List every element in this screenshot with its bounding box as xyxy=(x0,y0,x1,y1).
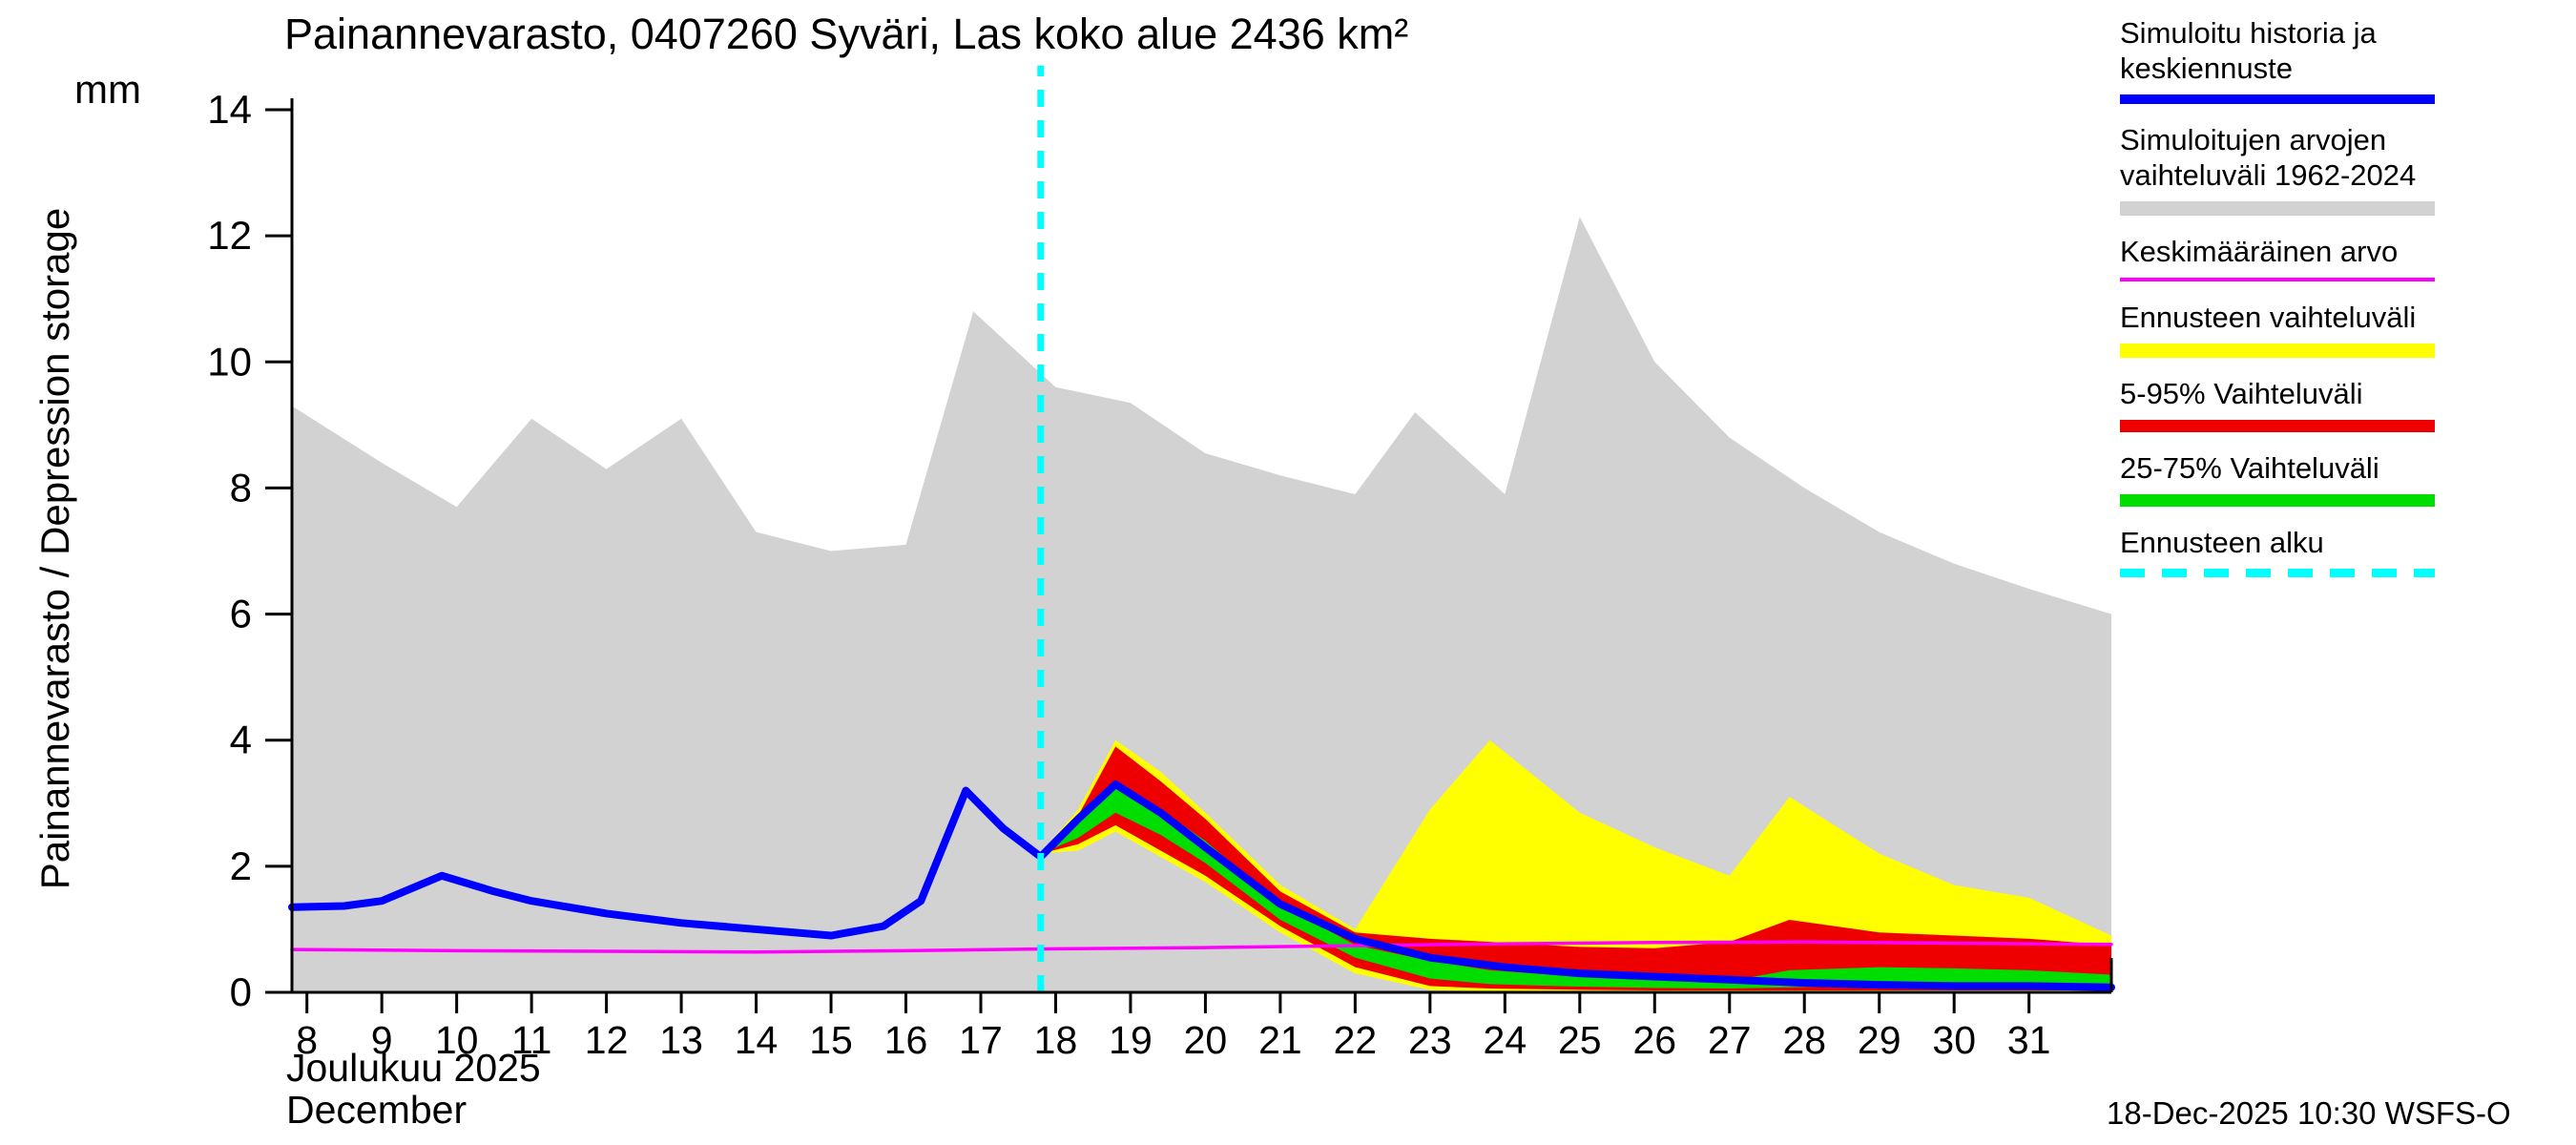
x-tick-label: 20 xyxy=(1184,1018,1228,1062)
legend-swatch-p5-95 xyxy=(2120,420,2435,432)
x-tick-label: 19 xyxy=(1109,1018,1153,1062)
x-tick-label: 28 xyxy=(1782,1018,1826,1062)
y-tick-label: 8 xyxy=(230,465,252,510)
y-tick-label: 14 xyxy=(207,87,252,132)
x-tick-label: 29 xyxy=(1858,1018,1901,1062)
legend-swatch-average xyxy=(2120,278,2435,281)
legend-swatch-p25-75 xyxy=(2120,494,2435,507)
y-tick-label: 2 xyxy=(230,843,252,888)
legend-item-history-mean: Simuloitu historia ja keskiennuste xyxy=(2120,15,2540,104)
legend-label: Ennusteen vaihteluväli xyxy=(2120,301,2417,334)
timestamp-label: 18-Dec-2025 10:30 WSFS-O xyxy=(2107,1095,2511,1131)
y-tick-label: 4 xyxy=(230,718,252,762)
legend-item-average: Keskimääräinen arvo xyxy=(2120,234,2540,281)
legend-item-forecast-start: Ennusteen alku xyxy=(2120,525,2540,577)
legend-label: 25-75% Vaihteluväli xyxy=(2120,451,2379,485)
x-tick-label: 25 xyxy=(1558,1018,1602,1062)
legend-item-p5-95: 5-95% Vaihteluväli xyxy=(2120,376,2540,432)
legend-label: Simuloitu historia ja xyxy=(2120,16,2377,50)
x-tick-label: 17 xyxy=(959,1018,1003,1062)
x-tick-label: 8 xyxy=(296,1018,318,1062)
y-tick-label: 6 xyxy=(230,592,252,636)
x-tick-label: 27 xyxy=(1708,1018,1752,1062)
legend-item-forecast-range: Ennusteen vaihteluväli xyxy=(2120,300,2540,358)
legend-label: Simuloitujen arvojen xyxy=(2120,123,2387,156)
simulated-range-area xyxy=(292,217,2111,993)
x-tick-label: 10 xyxy=(435,1018,479,1062)
history-mean-line xyxy=(288,780,2115,991)
x-tick-label: 15 xyxy=(809,1018,853,1062)
x-tick-label: 18 xyxy=(1034,1018,1078,1062)
legend-label: Ennusteen alku xyxy=(2120,526,2324,559)
legend-swatch-forecast-start xyxy=(2120,569,2435,577)
chart-title: Painannevarasto, 0407260 Syväri, Las kok… xyxy=(284,10,1409,58)
legend-label: vaihteluväli 1962-2024 xyxy=(2120,158,2417,192)
month-label-fi: Joulukuu 2025 xyxy=(286,1046,541,1090)
x-tick-label: 22 xyxy=(1334,1018,1378,1062)
x-tick-label: 9 xyxy=(371,1018,393,1062)
x-tick-label: 11 xyxy=(511,1018,552,1062)
x-tick-label: 23 xyxy=(1408,1018,1452,1062)
x-tick-label: 12 xyxy=(585,1018,629,1062)
legend: Simuloitu historia ja keskiennuste Simuloi… xyxy=(2120,15,2540,595)
legend-label: keskiennuste xyxy=(2120,52,2293,85)
month-label-en: December xyxy=(286,1088,467,1132)
x-tick-label: 21 xyxy=(1258,1018,1302,1062)
legend-item-sim-range: Simuloitujen arvojen vaihteluväli 1962-20… xyxy=(2120,122,2540,216)
x-tick-label: 16 xyxy=(884,1018,928,1062)
x-tick-label: 30 xyxy=(1932,1018,1976,1062)
x-tick-label: 14 xyxy=(735,1018,779,1062)
y-tick-label: 0 xyxy=(230,969,252,1014)
legend-item-p25-75: 25-75% Vaihteluväli xyxy=(2120,450,2540,507)
legend-swatch-sim-range xyxy=(2120,201,2435,216)
y-axis-label: Painannevarasto / Depression storage xyxy=(32,207,77,890)
x-tick-label: 24 xyxy=(1484,1018,1527,1062)
average-line xyxy=(290,940,2113,954)
x-tick-label: 13 xyxy=(659,1018,703,1062)
y-axis-unit: mm xyxy=(74,67,141,112)
legend-swatch-forecast-range xyxy=(2120,344,2435,358)
legend-swatch-history-mean xyxy=(2120,94,2435,104)
y-tick-label: 12 xyxy=(207,213,252,258)
x-tick-label: 26 xyxy=(1632,1018,1676,1062)
y-tick-label: 10 xyxy=(207,339,252,384)
legend-label: Keskimääräinen arvo xyxy=(2120,235,2399,268)
legend-label: 5-95% Vaihteluväli xyxy=(2120,377,2363,410)
x-tick-label: 31 xyxy=(2007,1018,2051,1062)
